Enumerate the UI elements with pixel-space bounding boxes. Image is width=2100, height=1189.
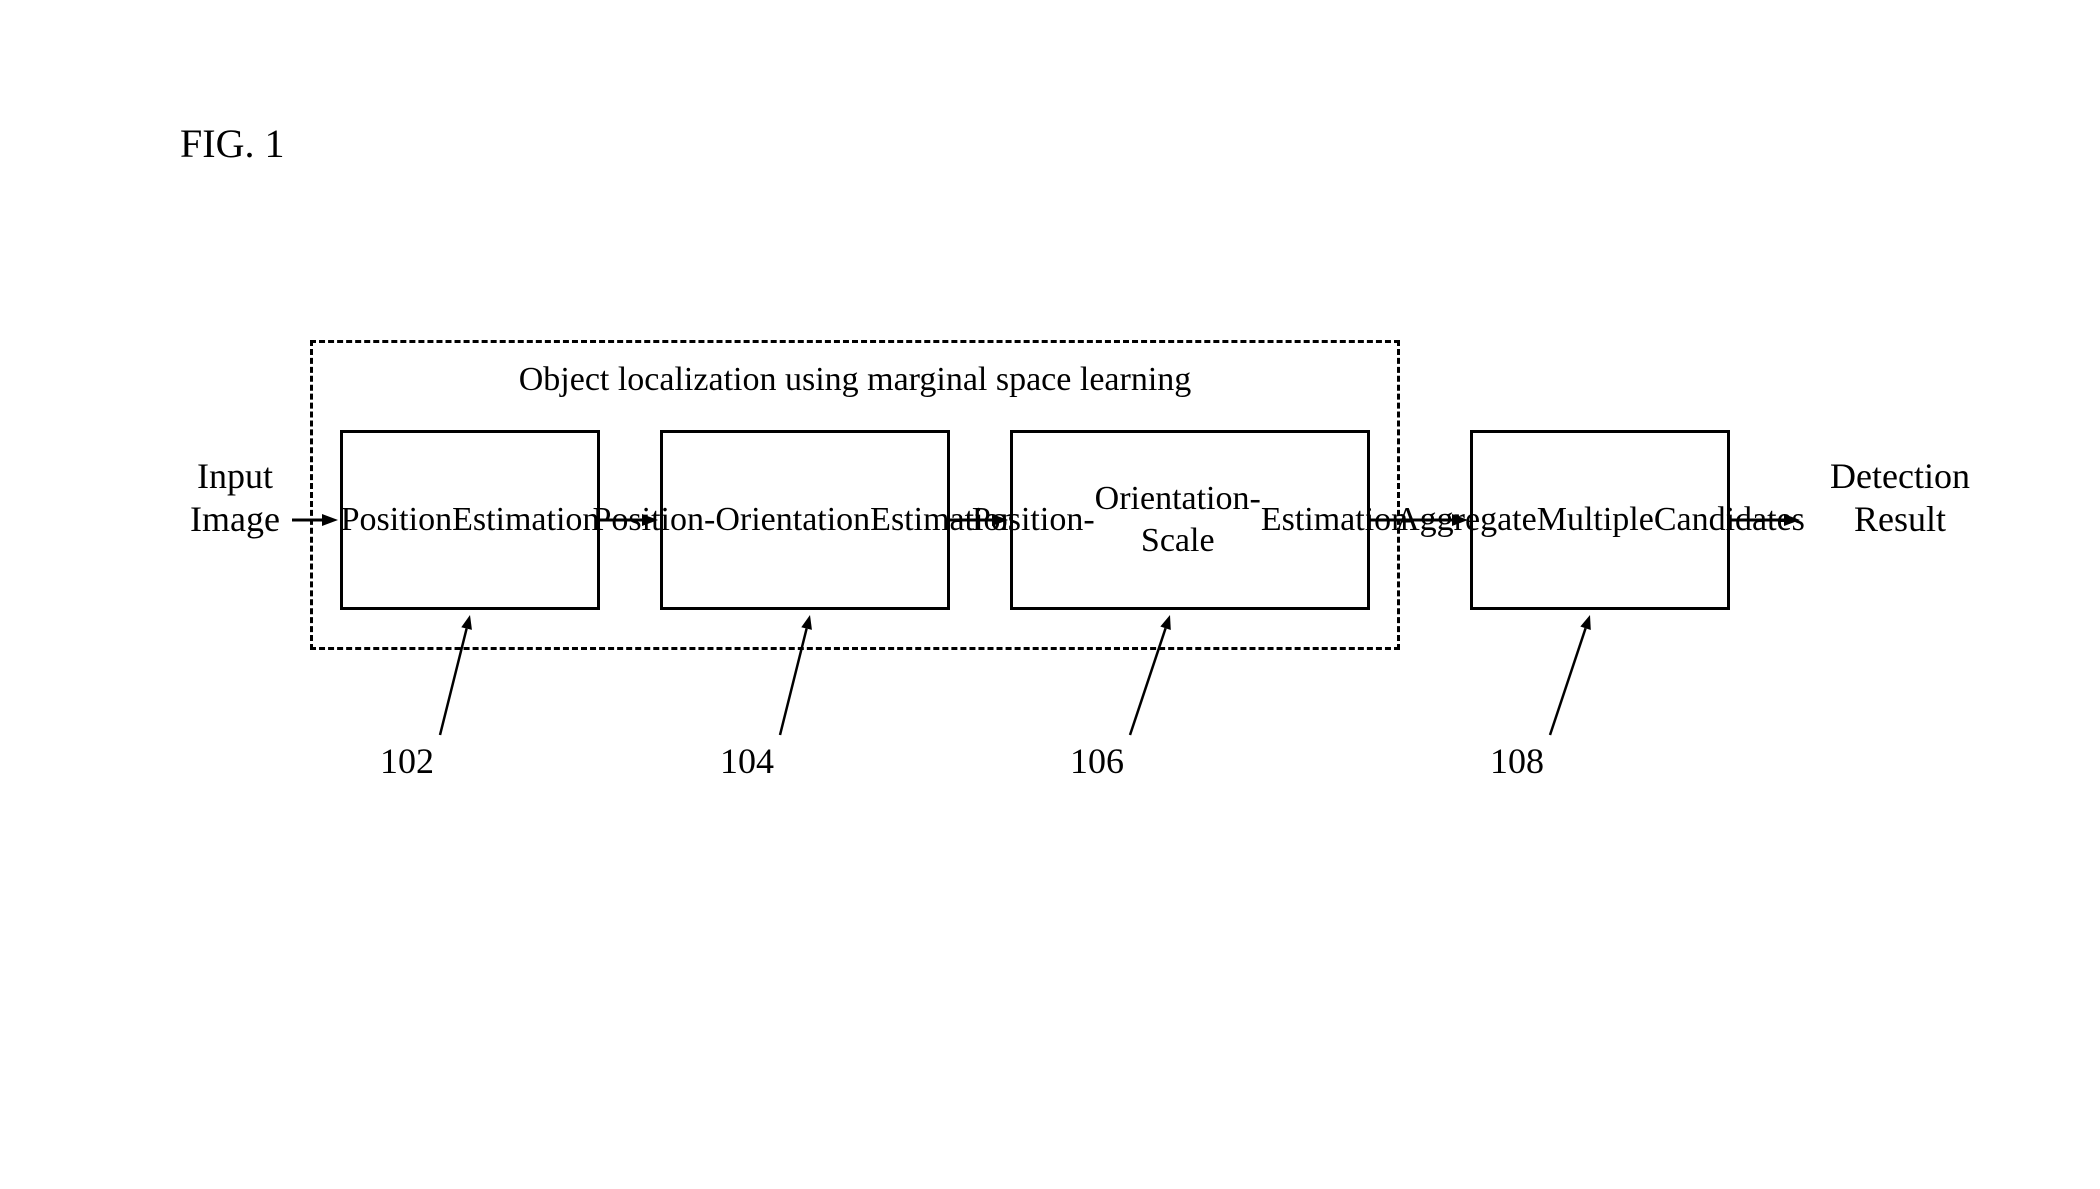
output-label: Detection Result <box>1810 455 1990 541</box>
node-text-line: Candidates <box>1654 499 1805 542</box>
diagram-canvas: FIG. 1 Input Image Detection Result Obje… <box>0 0 2100 1189</box>
node-text-line: Multiple <box>1537 499 1654 542</box>
ref-label-106: 106 <box>1070 740 1124 782</box>
node-text-line: Orientation-Scale <box>1095 478 1261 563</box>
node-text-line: Position- <box>972 499 1095 542</box>
node-text-line: Estimation <box>1261 499 1408 542</box>
dashed-group-title: Object localization using marginal space… <box>313 361 1397 399</box>
input-label-line2: Image <box>190 499 280 539</box>
node-104: Position-OrientationEstimation <box>660 430 950 610</box>
node-text-line: Orientation <box>715 499 870 542</box>
node-text-line: Estimation <box>452 499 599 542</box>
node-106: Position-Orientation-ScaleEstimation <box>1010 430 1370 610</box>
node-102: PositionEstimation <box>340 430 600 610</box>
ref-label-108: 108 <box>1490 740 1544 782</box>
output-label-line1: Detection <box>1830 456 1970 496</box>
output-label-line2: Result <box>1854 499 1946 539</box>
node-text-line: Position <box>341 499 452 542</box>
node-108: AggregateMultipleCandidates <box>1470 430 1730 610</box>
node-text-line: Aggregate <box>1395 499 1537 542</box>
figure-label: FIG. 1 <box>180 120 284 167</box>
ref-label-102: 102 <box>380 740 434 782</box>
node-text-line: Position- <box>593 499 716 542</box>
input-label-line1: Input <box>197 456 273 496</box>
input-label: Input Image <box>170 455 300 541</box>
ref-label-104: 104 <box>720 740 774 782</box>
